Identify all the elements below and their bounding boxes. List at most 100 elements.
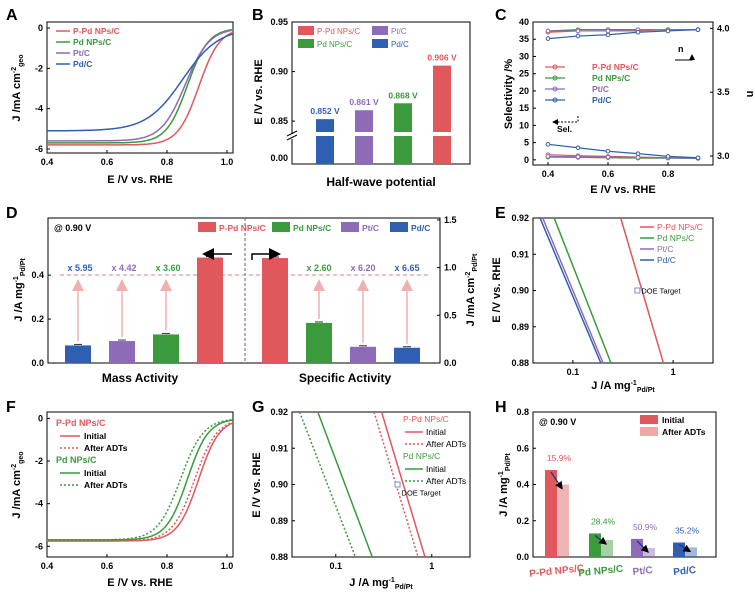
legend-g-ppd-after: After ADTs xyxy=(426,439,466,449)
panel-g-xlabel: J /A mg-1Pd/Pt xyxy=(349,577,413,591)
legend-c-pdc: Pd/C xyxy=(592,95,611,105)
y-tick-label: 0.00 xyxy=(270,153,288,163)
panel-c: 0.4 0.6 0.8 0 5 10 15 20 25 30 35 40 3.0 3.5 4.0 E /V … xyxy=(503,17,755,196)
panel-g-ylabel: E /V vs. RHE xyxy=(251,452,263,517)
x-tick-label: 1.0 xyxy=(221,157,234,167)
panel-d-ylabel-right: J /mA cm-2Pd/Pt xyxy=(465,253,479,326)
doe-target-marker xyxy=(634,287,641,294)
lsv-curve-pdc xyxy=(47,33,234,132)
panel-label-a: A xyxy=(6,7,18,24)
legend-e-ppd: P-Pd NPs/C xyxy=(657,222,703,232)
legend-g-group-ppd: P-Pd NPs/C xyxy=(403,414,449,424)
annot-sel-arrow xyxy=(552,116,579,125)
y-tick-label: 0.2 xyxy=(516,516,529,526)
bar-break xyxy=(393,132,413,136)
panel-h-legend: Initial After ADTs xyxy=(640,415,706,437)
selectivity-point xyxy=(635,155,641,160)
n-point xyxy=(605,28,611,34)
y-tick-label: 0.0 xyxy=(516,552,529,562)
category-label: Pd/C xyxy=(673,565,697,578)
loss-label: 28.4% xyxy=(591,516,616,526)
tafel-line-pdc xyxy=(539,217,602,364)
legend-f-pd-after: After ADTs xyxy=(84,480,128,490)
bar-value-label: 0.861 V xyxy=(349,97,379,107)
y-tick-label: 0.90 xyxy=(270,480,288,490)
legend-e-pd: Pd NPs/C xyxy=(657,233,694,243)
doe-target-marker xyxy=(394,481,401,488)
panel-d-legend: P-Pd NPs/C Pd NPs/C Pt/C Pd/C xyxy=(198,222,430,233)
n-line-pdc xyxy=(547,29,699,40)
n-point xyxy=(695,27,701,32)
legend-a-pt: Pt/C xyxy=(73,48,90,58)
y-tick-label: 0.5 xyxy=(444,310,457,320)
specific-factor-label: x 2.60 xyxy=(306,263,331,273)
y-tick-label: 0 xyxy=(38,413,43,423)
y-tick-label: 0.95 xyxy=(270,17,288,27)
panel-c-xlabel: E /V vs. RHE xyxy=(590,184,655,196)
legend-h-after: After ADTs xyxy=(662,427,706,437)
tafel-line-pd xyxy=(298,411,357,558)
axis-break-mask xyxy=(287,134,297,139)
y-tick-label: 0.0 xyxy=(444,358,457,368)
legend-b-pdc: Pd/C xyxy=(391,40,409,49)
legend-f-ppd-after: After ADTs xyxy=(84,443,128,453)
panel-h-annotation: @ 0.90 V xyxy=(539,417,576,427)
tafel-line-pt xyxy=(542,217,604,364)
panel-c-ylabel: Selectivity /% xyxy=(503,59,515,130)
panel-label-c: C xyxy=(495,7,507,24)
tafel-line-ppd xyxy=(619,217,665,364)
legend-g-pd-initial: Initial xyxy=(426,464,446,474)
bar-after xyxy=(685,547,697,557)
x-tick-label: 1 xyxy=(429,561,434,571)
y-tick-label: 0.90 xyxy=(511,286,529,296)
panel-e-ylabel: E /V vs. RHE xyxy=(491,257,503,322)
panel-f-frame xyxy=(46,411,234,558)
panel-g-legend: P-Pd NPs/C Initial After ADTs Pd NPs/C I… xyxy=(403,414,466,486)
y-tick-label: 0.92 xyxy=(270,407,288,417)
y-tick-label: 0.85 xyxy=(270,116,288,126)
y-tick-label: 0.4 xyxy=(31,270,44,280)
legend-b-ppd: P-Pd NPs/C xyxy=(317,27,360,36)
panel-a-xlabel: E /V vs. RHE xyxy=(107,174,172,186)
panel-f: 0.4 0.6 0.8 1.0 0 -2 -4 -6 E /V vs. RHE J /mA c… xyxy=(11,411,234,589)
y-tick-label: -4 xyxy=(35,499,43,509)
y-tick-label: 5 xyxy=(524,138,529,148)
panel-label-g: G xyxy=(252,399,264,416)
panel-b-title: Half-wave potential xyxy=(326,175,435,189)
legend-g-pd-after: After ADTs xyxy=(426,476,466,486)
selectivity-point xyxy=(545,154,551,159)
y-tick-label: 0.8 xyxy=(516,407,529,417)
bar-value-label: 0.868 V xyxy=(388,90,418,100)
x-tick-label: 1 xyxy=(671,367,676,377)
loss-label: 15.9% xyxy=(547,453,572,463)
decay-arrow xyxy=(550,471,563,490)
x-tick-label: 0.4 xyxy=(41,561,54,571)
doe-target-label: DOE Target xyxy=(402,489,442,498)
specific-bar-ppd xyxy=(262,258,288,363)
specific-factor-label: x 6.65 xyxy=(394,263,419,273)
legend-g-ppd-initial: Initial xyxy=(426,427,446,437)
bar-value-label: 0.852 V xyxy=(310,106,340,116)
y-tick-label: 20 xyxy=(519,86,529,96)
bar-value-label: 0.906 V xyxy=(427,53,457,63)
lsv-adt-curve xyxy=(47,421,234,542)
y-tick-label: 10 xyxy=(519,120,529,130)
tafel-line-ppd xyxy=(373,411,419,558)
selectivity-point xyxy=(575,145,581,151)
selectivity-point xyxy=(665,154,671,159)
y-tick-label: 1.0 xyxy=(444,263,457,273)
legend-d-pt: Pt/C xyxy=(362,223,379,233)
selectivity-point xyxy=(545,142,551,147)
y2-tick-label: 3.5 xyxy=(717,87,730,97)
tafel-line-pd xyxy=(553,217,612,364)
y-tick-label: -6 xyxy=(35,541,43,551)
legend-a-pd: Pd NPs/C xyxy=(73,37,111,47)
y-tick-label: 25 xyxy=(519,69,529,79)
panel-f-legend: P-Pd NPs/C Initial After ADTs Pd NPs/C I… xyxy=(56,418,128,490)
y-tick-label: 0 xyxy=(38,23,43,33)
bar-break xyxy=(354,132,374,136)
selectivity-point xyxy=(605,154,611,160)
tafel-line-pd xyxy=(317,411,373,558)
selectivity-line-pdc xyxy=(547,143,699,159)
category-label: Pd NPs/C xyxy=(578,564,624,580)
